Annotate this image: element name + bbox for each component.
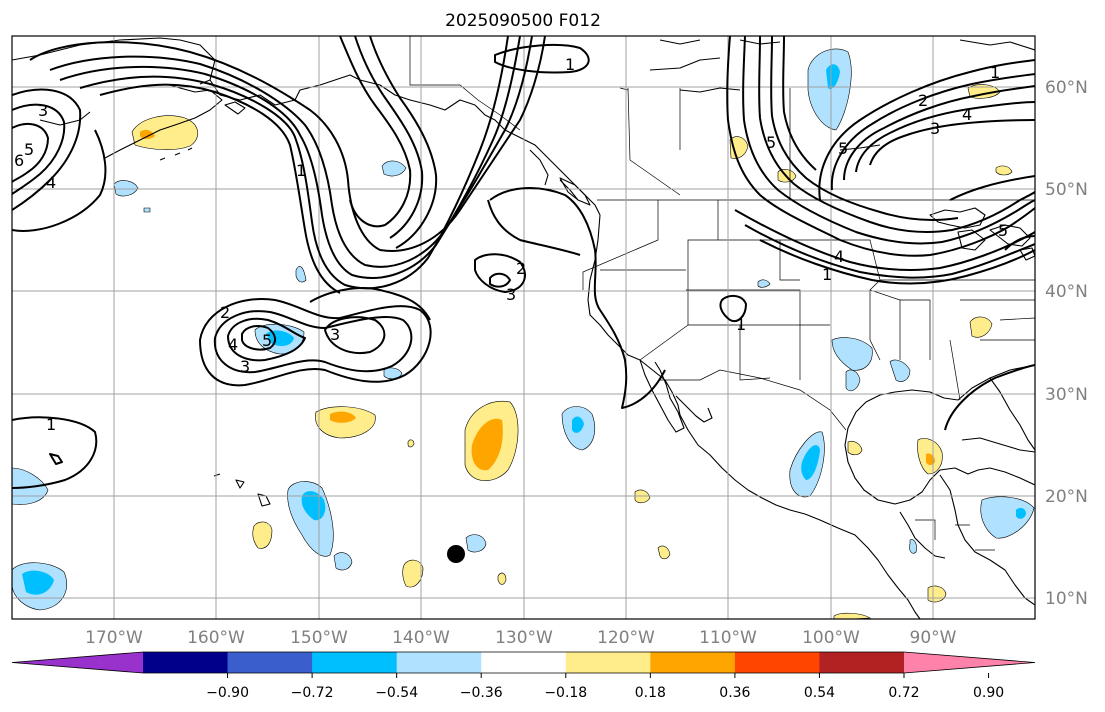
contour-label: 1 — [822, 265, 832, 284]
contour-label: 4 — [46, 173, 56, 192]
colorbar-extend-high — [904, 652, 1035, 673]
colorbar-tick-label: −0.72 — [291, 685, 334, 701]
contour-labels: 3 5 6 4 1 2 4 3 5 3 1 2 3 1 1 5 1 4 5 1 … — [14, 55, 1008, 434]
contour-label: 6 — [14, 151, 24, 170]
contour-label: 3 — [506, 285, 516, 304]
map-area: 3 5 6 4 1 2 4 3 5 3 1 2 3 1 1 5 1 4 5 1 … — [12, 36, 1035, 619]
contour-label: 3 — [240, 357, 250, 376]
contour-label: 5 — [24, 140, 34, 159]
contour-label: 4 — [834, 247, 844, 266]
contour-label: 4 — [228, 335, 238, 354]
lat-label: 40°N — [1045, 282, 1088, 302]
colorbar-segment — [565, 652, 651, 673]
colorbar-tick-label: −0.54 — [375, 685, 418, 701]
colorbar: −0.90 −0.72 −0.54 −0.36 −0.18 0.18 0.36 0.54 0.7… — [11, 651, 1036, 701]
contour-label: 2 — [918, 91, 928, 110]
colorbar-segment — [819, 652, 905, 673]
positive-anomaly-shading — [131, 84, 1013, 619]
colorbar-tick-label: −0.90 — [206, 685, 249, 701]
political-borders — [409, 36, 1035, 551]
colorbar-extend-low — [12, 652, 143, 673]
colorbar-tick-label: 0.72 — [888, 685, 919, 701]
colorbar-segment — [734, 652, 820, 673]
figure-title: 2025090500 F012 — [445, 11, 601, 31]
lon-label: 150°W — [290, 628, 348, 648]
lat-label: 20°N — [1045, 487, 1088, 507]
lon-label: 130°W — [495, 628, 553, 648]
contour-label: 2 — [220, 303, 230, 322]
contour-label: 1 — [565, 55, 575, 74]
colorbar-tick-label: 0.90 — [973, 685, 1004, 701]
lon-label: 140°W — [392, 628, 450, 648]
lon-label: 120°W — [597, 628, 655, 648]
lat-label: 10°N — [1045, 589, 1088, 609]
map-frame — [11, 35, 1036, 620]
contour-label: 3 — [930, 119, 940, 138]
contour-label: 5 — [998, 221, 1008, 240]
contour-label: 2 — [516, 259, 526, 278]
colorbar-tick-label: −0.36 — [460, 685, 503, 701]
colorbar-outline — [11, 651, 1036, 674]
colorbar-segment — [312, 652, 398, 673]
colorbar-tick-label: 0.54 — [804, 685, 835, 701]
colorbar-tick-label: 0.18 — [635, 685, 666, 701]
colorbar-segment — [227, 652, 313, 673]
colorbar-segment — [481, 652, 567, 673]
lon-label: 170°W — [85, 628, 143, 648]
colorbar-segment — [650, 652, 736, 673]
lat-label: 50°N — [1045, 180, 1088, 200]
colorbar-tick-label: 0.36 — [719, 685, 750, 701]
lat-label: 30°N — [1045, 385, 1088, 405]
lon-label: 160°W — [187, 628, 245, 648]
colorbar-segment — [396, 652, 482, 673]
lat-label: 60°N — [1045, 78, 1088, 98]
latitude-labels: 60°N 50°N 40°N 30°N 20°N 10°N — [1045, 78, 1088, 609]
coastlines — [12, 37, 1035, 619]
contour-label: 5 — [262, 331, 272, 350]
contour-label: 1 — [990, 63, 1000, 82]
contour-label: 3 — [330, 325, 340, 344]
lon-label: 100°W — [802, 628, 860, 648]
graticule — [12, 36, 1035, 619]
lon-label: 90°W — [910, 628, 957, 648]
contour-label: 5 — [766, 133, 776, 152]
colorbar-tick-label: −0.18 — [544, 685, 587, 701]
contour-label: 3 — [38, 101, 48, 120]
contour-lines — [12, 36, 1035, 489]
longitude-labels: 170°W 160°W 150°W 140°W 130°W 120°W 110°… — [85, 628, 957, 648]
contour-label: 1 — [736, 315, 746, 334]
contour-label: 1 — [296, 161, 306, 180]
contour-label: 1 — [46, 415, 56, 434]
colorbar-segment — [143, 652, 229, 673]
contour-label: 4 — [962, 105, 972, 124]
lon-label: 110°W — [699, 628, 757, 648]
location-marker — [447, 545, 465, 563]
contour-label: 5 — [838, 139, 848, 158]
